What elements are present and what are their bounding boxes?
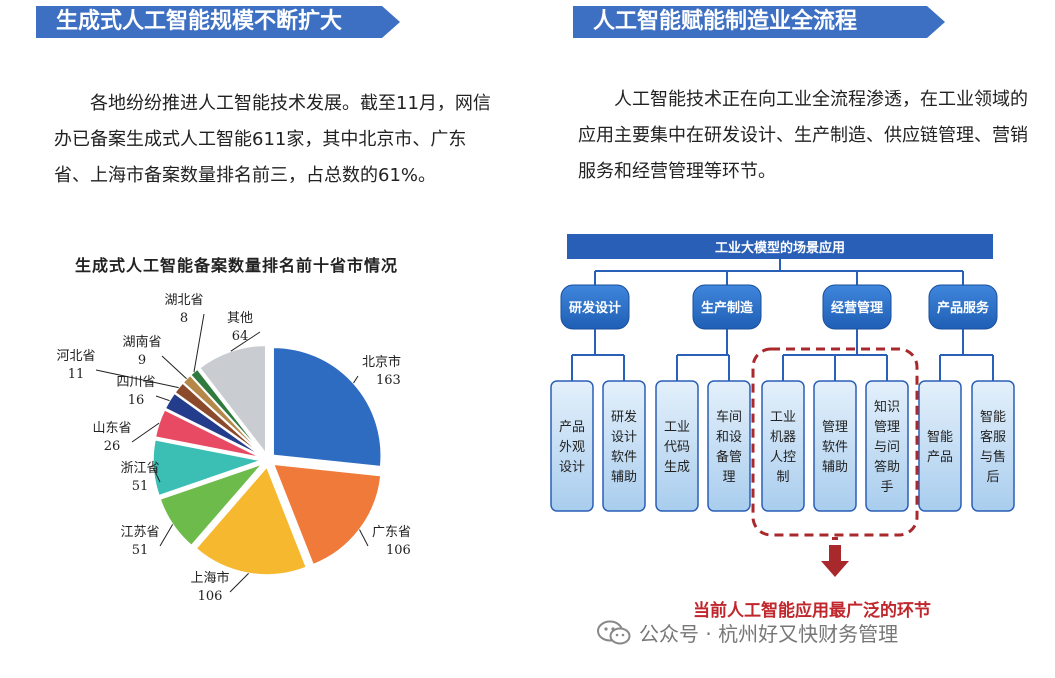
category-label: 产品服务	[937, 300, 990, 316]
scenario-box	[918, 380, 962, 512]
left-section-banner: 生成式人工智能规模不断扩大	[36, 6, 400, 38]
scenario-label: 智能客服与售后	[980, 410, 1006, 485]
pie-slice	[272, 346, 382, 468]
pie-label: 河北省	[56, 349, 95, 364]
pie-label: 湖南省	[122, 334, 161, 350]
pie-value-label: 8	[180, 311, 188, 326]
wechat-icon	[597, 620, 631, 644]
diagram-title-bar	[567, 234, 993, 259]
scenario-box	[865, 380, 909, 512]
category-label: 生产制造	[701, 300, 754, 316]
pie-leader-line	[229, 572, 249, 593]
pie-label: 湖北省	[164, 293, 203, 308]
scenario-label: 车间和设备管理	[716, 409, 742, 485]
pie-leader-line	[193, 313, 205, 373]
scenario-box	[971, 380, 1015, 512]
pie-value-label: 9	[138, 353, 146, 368]
arrow-head	[821, 561, 849, 577]
highlight-caption: 当前人工智能应用最广泛的环节	[693, 601, 931, 621]
watermark-text: 公众号 · 杭州好又快财务管理	[639, 622, 899, 646]
scenario-label: 研发设计软件辅助	[611, 409, 637, 485]
pie-value-label: 106	[386, 543, 411, 558]
highlight-frame	[751, 347, 919, 537]
watermark: 公众号 · 杭州好又快财务管理	[597, 618, 898, 647]
pie-value-label: 16	[128, 393, 145, 408]
arrow-shaft	[829, 545, 841, 563]
pie-value-label: 51	[132, 543, 149, 558]
scenario-label: 管理软件辅助	[822, 420, 848, 475]
pie-label: 江苏省	[120, 524, 159, 540]
pie-leader-line	[131, 422, 160, 443]
pie-label: 山东省	[92, 421, 131, 436]
pie-leader-line	[230, 331, 261, 352]
diagram-title: 工业大模型的场景应用	[715, 240, 845, 256]
pie-value-label: 51	[132, 479, 149, 494]
pie-chart: 北京市 163 广东省 106 上海市 106 江苏省 51 浙江省 51 山东省 26 四川省 16 河北…	[56, 293, 411, 604]
category-label: 研发设计	[569, 300, 621, 316]
pie-label: 四川省	[116, 375, 155, 390]
scenario-box	[761, 380, 805, 512]
right-paragraph: 人工智能技术正在向工业全流程渗透，在工业领域的应用主要集中在研发设计、生产制造、…	[578, 89, 1028, 182]
scenario-box	[602, 380, 646, 512]
right-section-banner: 人工智能赋能制造业全流程	[573, 6, 945, 38]
pie-slice	[159, 462, 265, 547]
pie-leader-line	[353, 375, 359, 384]
pie-label: 浙江省	[120, 461, 159, 476]
category-label: 经营管理	[831, 300, 883, 316]
scenario-label: 工业机器人控制	[770, 410, 796, 485]
scenario-label: 智能产品	[927, 430, 953, 465]
scenario-label: 知识管理与问答助手	[874, 399, 900, 495]
scenario-box	[813, 380, 857, 512]
pie-label: 其他	[227, 311, 253, 326]
pie-slice	[272, 463, 382, 566]
pie-leader-line	[155, 395, 170, 402]
pie-slice	[198, 344, 267, 456]
pie-value-label: 26	[104, 439, 121, 454]
pie-leader-line	[359, 529, 369, 547]
pie-value-label: 64	[232, 329, 249, 344]
pie-label: 广东省	[372, 525, 411, 540]
scenario-label: 产品外观设计	[559, 420, 585, 475]
left-paragraph: 各地纷纷推进人工智能技术发展。截至11月，网信办已备案生成式人工智能611家，其…	[54, 93, 491, 186]
scenario-label: 工业代码生成	[664, 420, 690, 475]
pie-value-label: 106	[198, 589, 223, 604]
pie-value-label: 11	[68, 367, 85, 382]
pie-leader-line	[159, 524, 174, 547]
pie-label: 上海市	[190, 570, 229, 586]
pie-leader-line	[95, 369, 179, 389]
pie-label: 北京市	[362, 354, 401, 370]
pie-leader-line	[161, 355, 187, 380]
pie-value-label: 163	[376, 373, 401, 388]
chart-title: 生成式人工智能备案数量排名前十省市情况	[75, 256, 399, 275]
pie-leader-line	[152, 467, 161, 483]
scenario-box	[655, 380, 699, 512]
scenario-box	[707, 380, 751, 512]
scenario-box	[550, 380, 594, 512]
